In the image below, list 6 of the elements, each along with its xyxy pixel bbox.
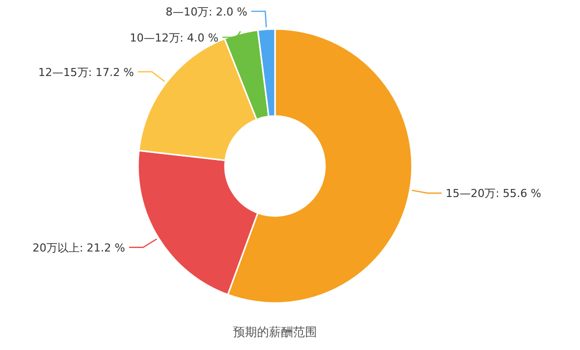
slice-label: 12—15万: 17.2 %	[38, 66, 134, 79]
slice-label: 8—10万: 2.0 %	[166, 5, 248, 18]
slice-label: 10—12万: 4.0 %	[130, 31, 218, 44]
text: 预期的薪酬范围	[233, 325, 317, 339]
slice-label: 15—20万: 55.6 %	[446, 187, 542, 200]
slice-label: 20万以上: 21.2 %	[32, 241, 126, 254]
